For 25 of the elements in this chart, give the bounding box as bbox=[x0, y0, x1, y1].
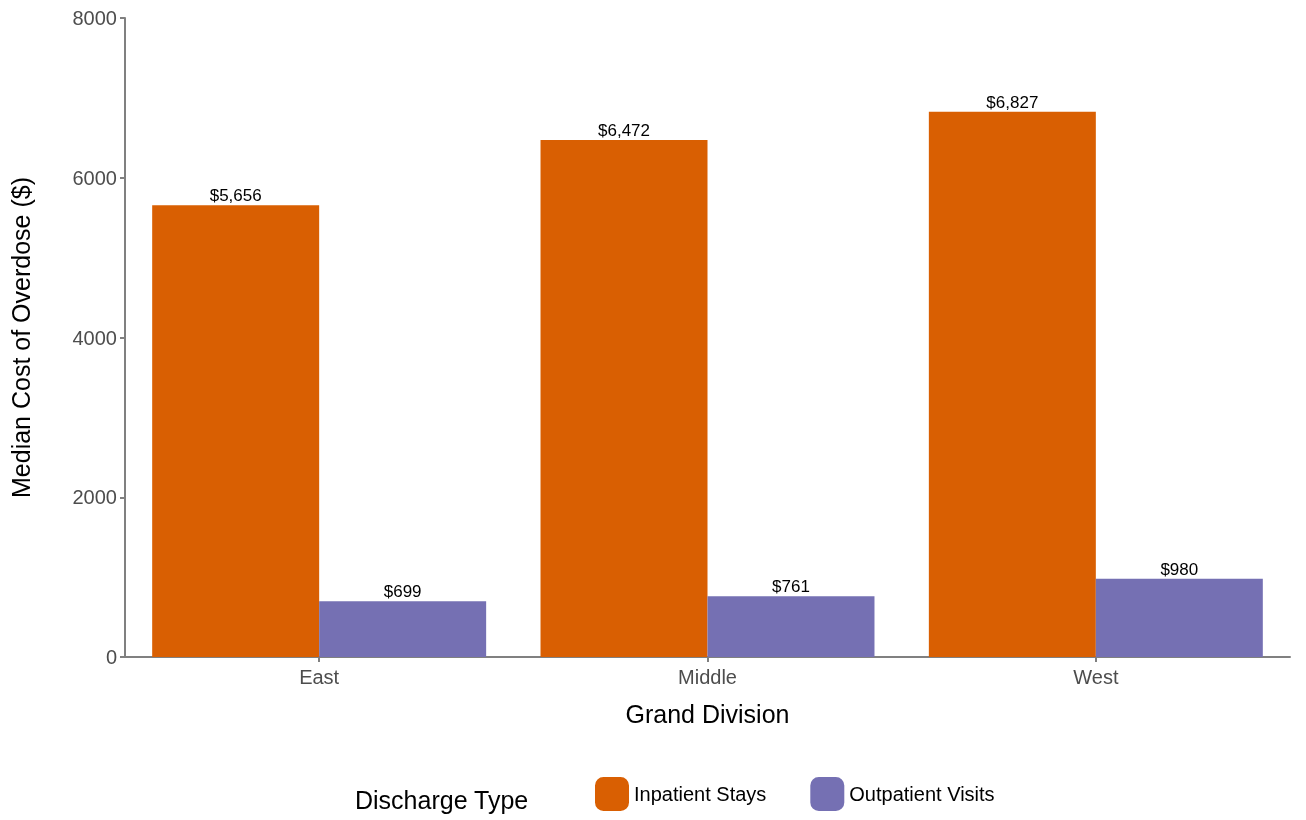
y-tick-label: 4000 bbox=[72, 326, 117, 349]
data-label: $5,656 bbox=[209, 186, 262, 206]
legend-label: Inpatient Stays bbox=[634, 783, 767, 805]
y-tick-label: 2000 bbox=[72, 486, 117, 509]
y-tick-label: 0 bbox=[105, 646, 117, 668]
x-tick-label: East bbox=[299, 666, 340, 688]
x-axis-title: Grand Division bbox=[625, 699, 790, 728]
bar bbox=[928, 111, 1096, 657]
data-label: $6,472 bbox=[598, 121, 651, 141]
data-label: $699 bbox=[383, 582, 422, 602]
y-axis-title: Median Cost of Overdose ($) bbox=[6, 177, 35, 498]
data-label: $6,827 bbox=[986, 92, 1039, 112]
bar bbox=[152, 205, 320, 657]
data-label: $980 bbox=[1160, 559, 1199, 579]
bar bbox=[319, 601, 487, 657]
bar bbox=[707, 596, 875, 657]
y-tick-label: 6000 bbox=[72, 166, 117, 189]
y-tick-label: 8000 bbox=[72, 7, 117, 29]
x-tick-label: Middle bbox=[678, 666, 737, 688]
bar bbox=[540, 140, 708, 657]
x-tick-label: West bbox=[1073, 666, 1119, 688]
legend-label: Outpatient Visits bbox=[849, 783, 995, 805]
data-label: $761 bbox=[772, 577, 810, 597]
legend-title: Discharge Type bbox=[355, 785, 529, 814]
bar bbox=[1095, 578, 1263, 657]
